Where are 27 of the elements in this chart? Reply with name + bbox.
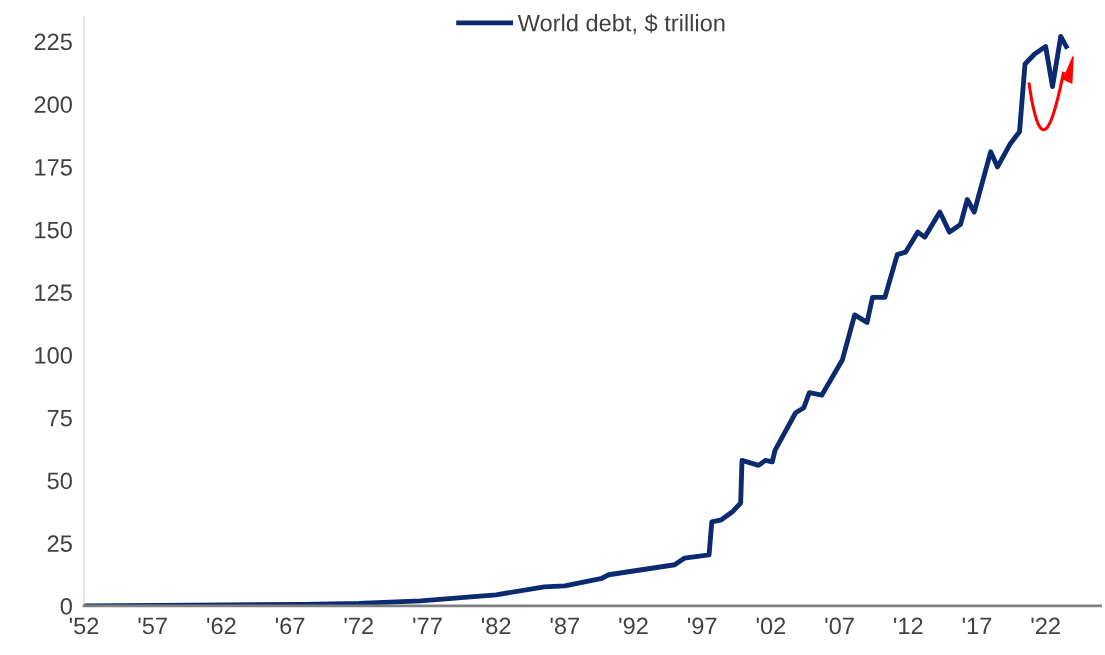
y-tick-label: 0 xyxy=(60,597,72,615)
y-tick-label: 25 xyxy=(47,535,72,552)
x-tick-label: '02 xyxy=(756,617,786,635)
x-tick-label: '22 xyxy=(1031,617,1060,635)
x-tick-label: '52 xyxy=(69,617,99,635)
y-tick-label: 50 xyxy=(47,472,72,490)
x-tick-label: '07 xyxy=(825,617,854,635)
y-tick-label: 100 xyxy=(35,347,72,364)
legend-label: World debt, $ trillion xyxy=(517,13,725,35)
x-tick-label: '77 xyxy=(413,617,442,635)
x-tick-label: '72 xyxy=(344,617,373,635)
x-tick-label: '12 xyxy=(894,617,923,635)
x-tick-label: '92 xyxy=(619,617,648,635)
x-tick-label: '62 xyxy=(207,617,236,635)
y-tick-label: 200 xyxy=(34,96,72,113)
x-tick-label: '17 xyxy=(962,617,992,635)
x-tick-label: '87 xyxy=(550,617,580,635)
x-tick-label: '67 xyxy=(275,617,305,635)
y-tick-label: 175 xyxy=(35,159,72,176)
y-tick-label: 75 xyxy=(47,410,72,427)
x-tick-label: '97 xyxy=(688,617,717,635)
y-tick-label: 125 xyxy=(35,284,72,302)
line-series xyxy=(83,34,1069,606)
y-tick-label: 150 xyxy=(35,221,72,239)
y-tick-label: 225 xyxy=(34,33,72,51)
x-tick-label: '82 xyxy=(481,617,511,635)
x-tick-label: '57 xyxy=(138,617,167,635)
